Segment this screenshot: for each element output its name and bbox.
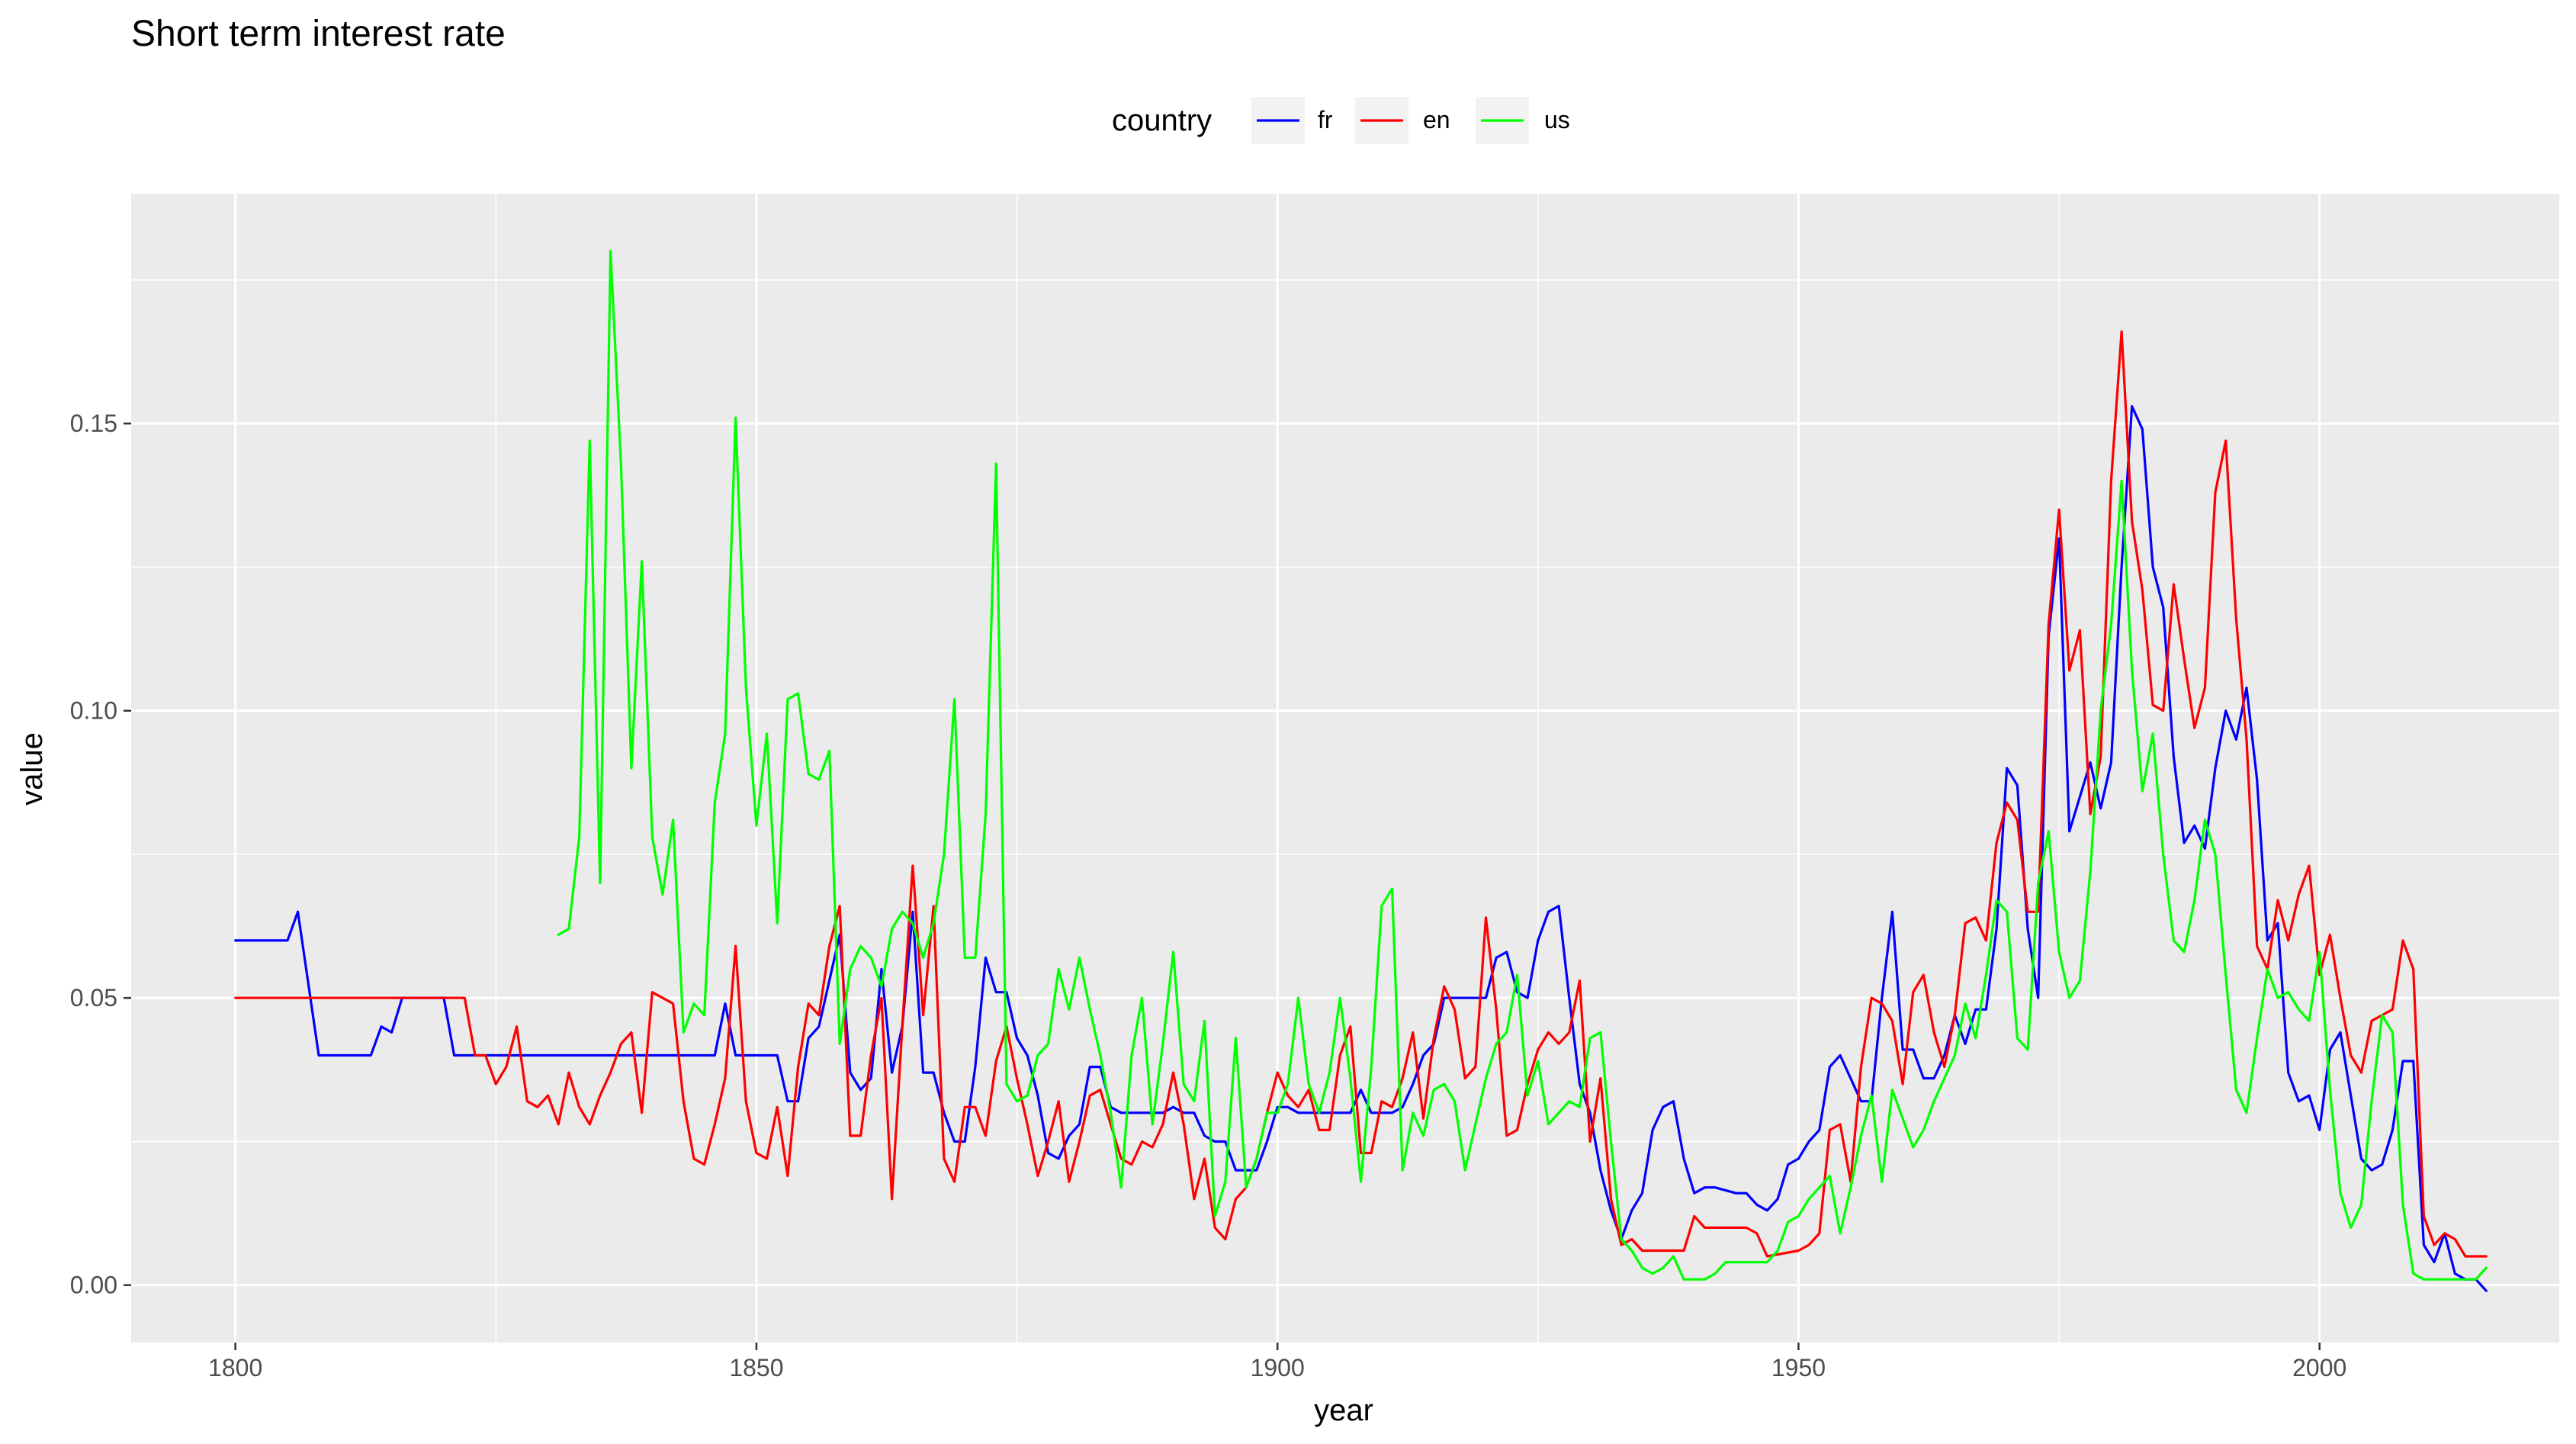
x-tick-label: 2000	[2292, 1354, 2346, 1381]
legend-label-us: us	[1544, 106, 1570, 133]
minor-gridlines	[131, 194, 2559, 1343]
legend-label-en: en	[1423, 106, 1450, 133]
x-tick-label: 1900	[1251, 1354, 1305, 1381]
legend-title: country	[1112, 104, 1212, 137]
y-axis-title: value	[15, 732, 49, 806]
series-line-us	[557, 249, 2488, 1281]
series-lines	[234, 249, 2488, 1292]
chart-title: Short term interest rate	[131, 14, 506, 54]
x-tick-label: 1950	[1771, 1354, 1826, 1381]
legend-label-fr: fr	[1318, 106, 1333, 133]
y-tick-label: 0.05	[70, 984, 117, 1011]
y-tick-label: 0.00	[70, 1272, 117, 1299]
x-tick-label: 1800	[208, 1354, 262, 1381]
y-tick-label: 0.10	[70, 697, 117, 725]
plot-panel	[131, 194, 2559, 1343]
y-axis: 0.00 0.05 0.10 0.15	[70, 410, 131, 1299]
series-line-en	[234, 330, 2488, 1258]
legend: country fr en us	[1112, 97, 1570, 144]
x-tick-label: 1850	[729, 1354, 783, 1381]
x-axis: 1800 1850 1900 1950 2000	[208, 1343, 2346, 1381]
y-tick-label: 0.15	[70, 410, 117, 437]
major-gridlines	[131, 194, 2559, 1343]
x-axis-title: year	[1314, 1394, 1373, 1427]
